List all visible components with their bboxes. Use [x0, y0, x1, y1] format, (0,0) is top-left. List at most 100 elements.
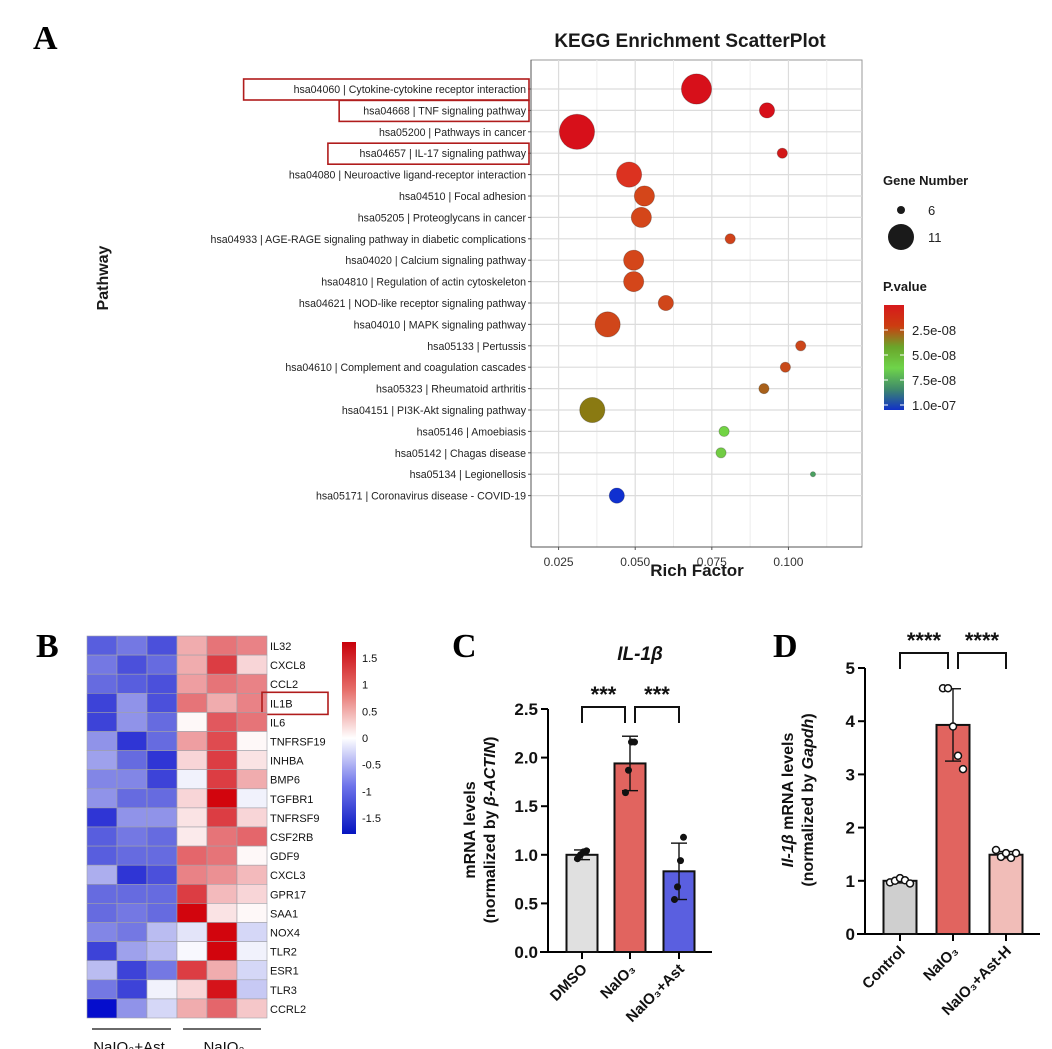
heatmap-cell [116, 903, 148, 923]
significance-bracket [634, 706, 680, 723]
data-point [680, 833, 687, 841]
gene-label: IL32 [270, 641, 291, 653]
highlight-box [327, 142, 530, 165]
heatmap-cell [146, 635, 178, 656]
heatmap-cell [146, 750, 178, 770]
y-tick-label: hsa04020 | Calcium signaling pathway [345, 255, 526, 267]
heatmap-cell [116, 712, 148, 732]
heatmap-cell [236, 712, 268, 732]
heatmap-cell [206, 903, 238, 923]
heatmap-cell [206, 998, 238, 1019]
y-tick-label: 5 [846, 659, 855, 678]
gene-label: TNFRSF9 [270, 813, 320, 825]
data-point [953, 751, 963, 761]
heatmap-cell [116, 807, 148, 828]
bar [613, 762, 647, 953]
scatter-point [758, 102, 775, 119]
heatmap-cell [86, 731, 118, 751]
gene-label: NOX4 [270, 928, 300, 940]
group-label: NaIO₃ [203, 1039, 244, 1049]
size-legend-label: 6 [928, 203, 935, 218]
gene-label: TLR3 [270, 985, 297, 997]
heatmap-cell [206, 960, 238, 981]
heatmap-cell [146, 788, 178, 809]
gene-label: TLR2 [270, 947, 297, 959]
y-tick-label: 0.5 [514, 894, 538, 913]
heatmap-cell [86, 845, 118, 866]
heatmap-cell [176, 922, 208, 942]
y-tick-label: hsa05200 | Pathways in cancer [379, 127, 527, 139]
y-tick-label: hsa04080 | Neuroactive ligand-receptor i… [289, 170, 526, 182]
scatter-point [724, 233, 736, 245]
heatmap-cell [176, 960, 208, 981]
heatmap-cell [176, 731, 208, 751]
heatmap-cell [236, 903, 268, 923]
heatmap-cell [116, 941, 148, 961]
heatmap-cell [86, 673, 118, 694]
heatmap-cell [236, 864, 268, 885]
significance-bracket [899, 652, 949, 669]
data-point [943, 683, 953, 693]
significance-label: **** [965, 628, 1000, 653]
y-axis-label-line1: mRNA levels [462, 781, 479, 878]
heatmap-cell [86, 788, 118, 809]
colorbar-label: 0 [362, 733, 368, 745]
panel-label-c: C [452, 628, 477, 665]
heatmap-cell [146, 692, 178, 713]
heatmap-cell [176, 654, 208, 675]
y-tick-label: 1.5 [514, 797, 538, 816]
heatmap-cell [116, 673, 148, 694]
x-tick-label: 0.025 [544, 555, 574, 569]
gene-label: IL6 [270, 717, 285, 729]
size-legend-title: Gene Number [883, 173, 968, 188]
y-tick-label: hsa04810 | Regulation of actin cytoskele… [321, 277, 526, 289]
gene-label: TNFRSF19 [270, 737, 326, 749]
panel-label-d: D [773, 628, 798, 665]
gene-label: CXCL3 [270, 870, 305, 882]
bar [988, 853, 1024, 935]
heatmap-cell [236, 979, 268, 1000]
heatmap-cell [146, 845, 178, 866]
colorbar-label: -0.5 [362, 760, 381, 772]
heatmap-cell [86, 960, 118, 981]
scatter-point [718, 425, 730, 437]
heatmap-cell [86, 922, 118, 942]
y-tick-label: hsa05146 | Amoebiasis [417, 426, 526, 438]
y-axis-label-line2: (normalized by [482, 806, 499, 923]
x-tick-label: NaIO₃ [920, 943, 962, 985]
gene-label: CXCL8 [270, 660, 305, 672]
heatmap-cell [236, 635, 268, 656]
heatmap-cell [146, 998, 178, 1019]
heatmap-cell [116, 979, 148, 1000]
highlight-box [261, 691, 329, 716]
scatter-point [633, 185, 655, 207]
heatmap-cell [146, 960, 178, 981]
scatter-point [809, 471, 816, 478]
heatmap-cell [146, 731, 178, 751]
gene-label: BMP6 [270, 775, 300, 787]
heatmap-cell [86, 998, 118, 1019]
gene-label: ESR1 [270, 966, 299, 978]
heatmap-cell [176, 712, 208, 732]
heatmap-cell [236, 826, 268, 847]
y-tick-label: 2.0 [514, 749, 538, 768]
heatmap-cell [206, 979, 238, 1000]
color-legend-title: P.value [883, 279, 927, 294]
heatmap-cell [176, 883, 208, 904]
heatmap-cell [236, 845, 268, 866]
y-axis-label: Pathway [95, 245, 112, 310]
heatmap-cell [176, 979, 208, 1000]
gene-label: CCRL2 [270, 1004, 306, 1016]
heatmap-cell [206, 826, 238, 847]
heatmap-cell [206, 883, 238, 904]
scatter-point [594, 311, 621, 338]
heatmap-cell [236, 807, 268, 828]
x-tick-label: 0.075 [697, 555, 727, 569]
chart-title: KEGG Enrichment ScatterPlot [554, 31, 826, 52]
heatmap-cell [86, 635, 118, 656]
y-tick-label: hsa05171 | Coronavirus disease - COVID-1… [316, 491, 526, 503]
group-label: NaIO₃+Ast [93, 1039, 165, 1049]
heatmap-cell [176, 807, 208, 828]
